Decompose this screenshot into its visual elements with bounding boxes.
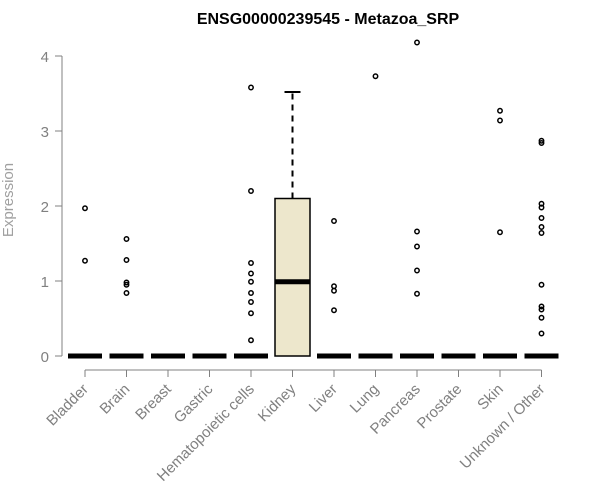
outlier-point (123, 279, 130, 286)
outlier-point (538, 303, 545, 310)
chart-title: ENSG00000239545 - Metazoa_SRP (197, 11, 460, 28)
iqr-box (274, 197, 311, 357)
outlier-point (538, 224, 545, 230)
y-tick-label: 1 (41, 274, 49, 291)
outlier-point (414, 267, 420, 274)
box-brain (109, 236, 144, 359)
outlier-point (538, 281, 545, 288)
box-bladder (68, 205, 102, 359)
outlier-point (123, 290, 130, 296)
x-tick-label: Liver (306, 381, 341, 416)
y-tick-label: 2 (41, 199, 49, 216)
x-tick-label: Breast (132, 380, 175, 423)
outlier-point (123, 236, 130, 242)
box-lung (358, 73, 393, 359)
outlier-point (497, 117, 503, 124)
x-tick-label: Bladder (43, 381, 92, 430)
outlier-point (331, 307, 337, 314)
x-tick-label: Brain (97, 381, 134, 418)
x-tick-label: Prostate (414, 381, 466, 433)
outlier-point (248, 290, 254, 296)
outlier-point (248, 270, 254, 277)
outlier-point (248, 260, 254, 266)
outlier-point (123, 257, 130, 263)
outlier-point (538, 314, 545, 321)
outlier-point (331, 287, 337, 294)
box-hematopoietic-cells (234, 84, 268, 359)
y-tick-label: 4 (41, 49, 49, 66)
outlier-point (538, 204, 545, 211)
outlier-point (414, 39, 420, 46)
outlier-point (248, 188, 254, 194)
box-kidney (274, 91, 311, 357)
outlier-point (248, 310, 254, 317)
y-tick-label: 0 (41, 349, 49, 366)
y-tick-label: 3 (41, 124, 49, 141)
outlier-point (497, 229, 503, 236)
outlier-point (538, 215, 545, 221)
y-axis: 0 1 2 3 4 (41, 49, 63, 366)
outlier-point (248, 278, 254, 285)
outlier-point (538, 306, 545, 313)
outlier-point (414, 228, 420, 235)
outlier-point (538, 230, 545, 236)
boxes-layer (68, 39, 559, 359)
box-unknown-other (524, 137, 559, 359)
outlier-point (497, 107, 503, 114)
outlier-point (82, 257, 88, 264)
outlier-point (538, 140, 545, 146)
box-liver (317, 218, 351, 359)
x-tick-label: Kidney (255, 380, 300, 425)
outlier-point (538, 137, 545, 144)
outlier-point (331, 283, 337, 290)
outlier-point (248, 84, 254, 91)
outlier-point (372, 73, 379, 80)
box-pancreas (400, 39, 434, 359)
x-tick-label: Lung (347, 381, 383, 417)
outlier-point (414, 243, 420, 250)
outlier-point (538, 330, 545, 337)
outlier-point (414, 290, 420, 297)
outlier-point (248, 337, 254, 344)
outlier-point (123, 281, 130, 288)
box-skin (483, 107, 517, 359)
outlier-point (248, 299, 254, 305)
x-tick-label: Skin (474, 381, 507, 414)
outlier-point (331, 218, 337, 224)
y-axis-label: Expression (0, 163, 17, 237)
outlier-point (82, 205, 88, 212)
